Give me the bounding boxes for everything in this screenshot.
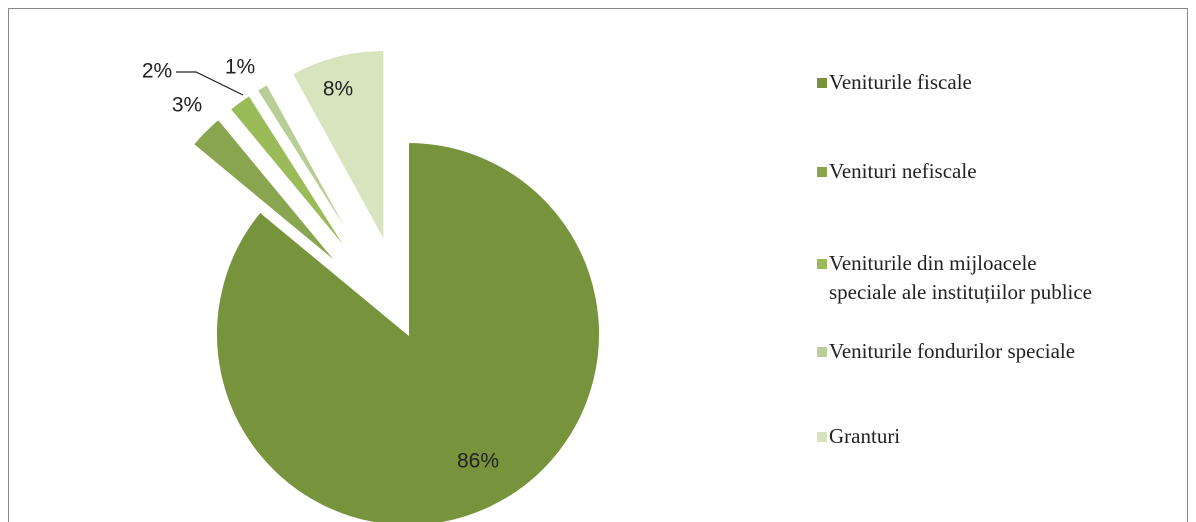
legend-item: Veniturile fondurilor speciale bbox=[817, 337, 1075, 366]
pie-slice bbox=[290, 48, 386, 243]
legend-label: Venituri nefiscale bbox=[829, 159, 977, 183]
legend-label: Veniturile din mijloacele speciale ale i… bbox=[829, 251, 1093, 304]
legend-swatch bbox=[817, 78, 827, 88]
pie-slice bbox=[255, 82, 361, 253]
legend-label: Granturi bbox=[829, 424, 901, 448]
legend-item: Veniturile din mijloacele speciale ale i… bbox=[817, 249, 1092, 307]
leader-line bbox=[176, 71, 244, 96]
pie-slice bbox=[228, 93, 354, 258]
data-label: 3% bbox=[172, 94, 202, 117]
chart-border bbox=[8, 8, 1188, 522]
legend-swatch bbox=[817, 259, 827, 269]
data-label: 1% bbox=[225, 56, 255, 79]
legend-swatch bbox=[817, 167, 827, 177]
legend-item: Veniturile fiscale bbox=[817, 68, 972, 97]
data-label: 8% bbox=[323, 78, 353, 101]
legend-label: Veniturile fiscale bbox=[829, 70, 972, 94]
pie-slice bbox=[191, 117, 342, 268]
data-label: 86% bbox=[457, 450, 499, 473]
legend-swatch bbox=[817, 432, 827, 442]
data-label: 2% bbox=[142, 60, 172, 83]
legend-label: Veniturile fondurilor speciale bbox=[829, 339, 1076, 363]
legend-item: Granturi bbox=[817, 422, 900, 451]
legend-item: Venituri nefiscale bbox=[817, 157, 977, 186]
pie-slice bbox=[215, 140, 601, 522]
legend-swatch bbox=[817, 347, 827, 357]
